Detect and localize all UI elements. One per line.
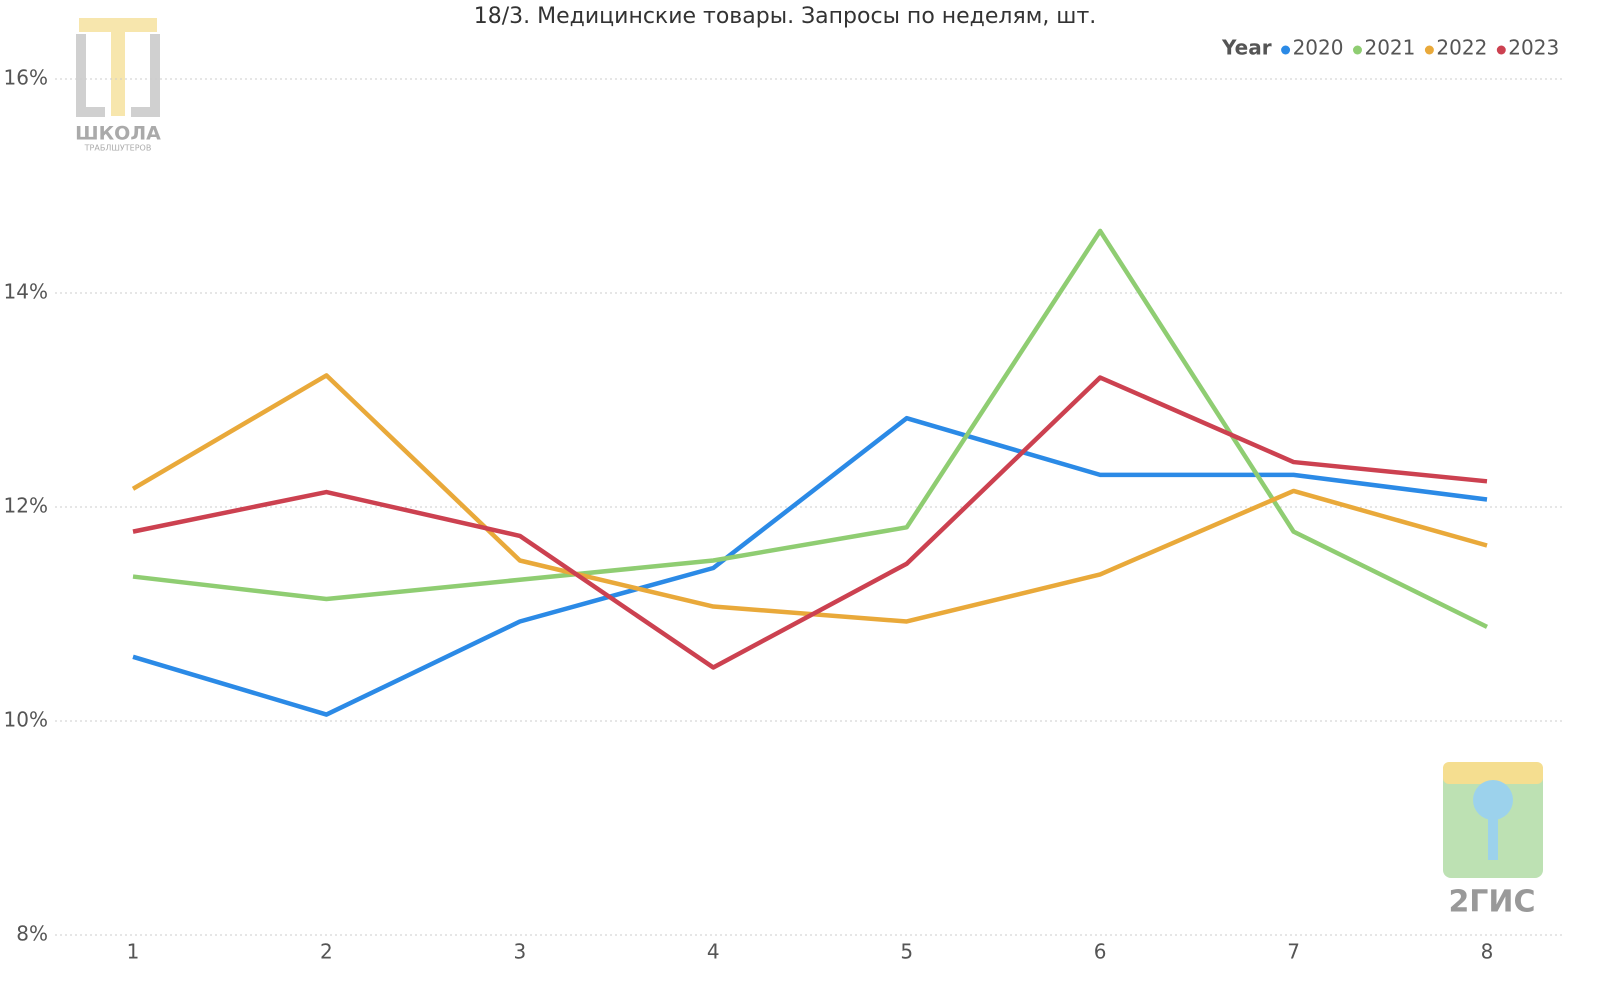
y-tick-label: 12% [4,494,48,518]
x-tick-label: 5 [900,940,913,964]
legend-label: 2023 [1508,36,1559,60]
legend: Year 2020 2021 2022 2023 [1221,36,1559,60]
logo-2gis: 2ГИС [1443,762,1543,920]
chart-title: 18/3. Медицинские товары. Запросы по нед… [474,4,1097,29]
series-line [132,415,1488,717]
legend-label: 2022 [1436,36,1487,60]
x-tick-label: 3 [513,940,526,964]
series-line [132,375,1488,670]
x-tick-label: 8 [1481,940,1494,964]
logo-text: ТРАБЛШУТЕРОВ [84,144,152,153]
x-tick-label: 7 [1287,940,1300,964]
logo-text: ШКОЛА [75,123,161,145]
legend-marker [1496,45,1506,55]
logo-shape [1488,815,1498,860]
logo-text: 2ГИС [1448,885,1535,920]
legend-marker [1352,45,1362,55]
series-line [132,228,1488,629]
series-line [131,373,1488,624]
y-tick-label: 16% [4,66,48,90]
y-tick-label: 14% [4,280,48,304]
logo-shape [111,18,125,116]
x-tick-label: 6 [1094,940,1107,964]
logo-school: ШКОЛА ТРАБЛШУТЕРОВ [75,18,161,153]
logo-shape [76,34,160,117]
legend-marker [1424,45,1434,55]
legend-marker [1281,45,1291,55]
x-tick-label: 4 [707,940,720,964]
logo-shape [1473,780,1513,820]
legend-title: Year [1221,36,1272,60]
logo-shape [1443,762,1543,784]
y-tick-label: 8% [16,922,48,946]
legend-label: 2021 [1364,36,1415,60]
x-tick-label: 1 [127,940,140,964]
legend-label: 2020 [1293,36,1344,60]
x-tick-label: 2 [320,940,333,964]
y-tick-label: 10% [4,708,48,732]
